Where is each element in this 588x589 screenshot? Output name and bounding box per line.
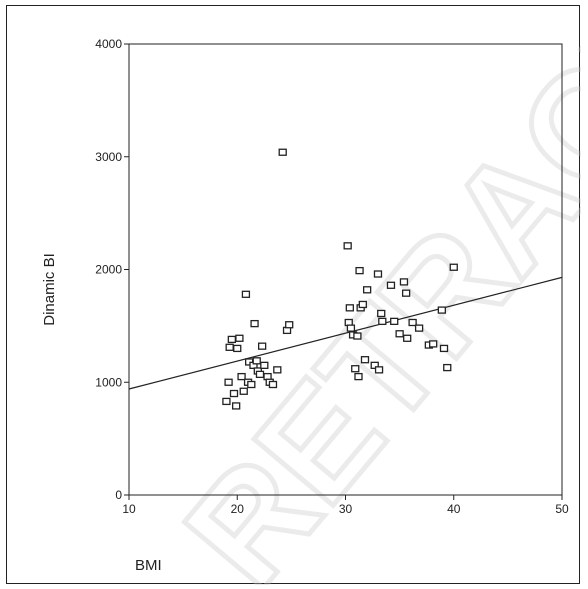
data-point [374, 366, 384, 374]
data-point [268, 380, 278, 389]
data-point [224, 378, 233, 386]
data-point [429, 340, 438, 348]
data-point [233, 344, 242, 353]
data-point [351, 365, 360, 373]
data-point [408, 318, 417, 327]
data-point [373, 270, 383, 278]
data-point [390, 317, 399, 326]
data-point [237, 372, 246, 381]
x-tick-label: 30 [339, 502, 353, 516]
chart-frame: RETRACTED 0 1000 2000 3000 4000 10 20 30 40 50 Di… [6, 5, 581, 585]
data-point [358, 300, 367, 309]
data-point [353, 332, 362, 340]
data-point [439, 344, 449, 353]
ticks: 0 1000 2000 3000 4000 10 20 30 40 50 [95, 37, 569, 516]
data-point [250, 319, 259, 328]
data-point [346, 324, 356, 332]
data-point [443, 363, 452, 372]
data-point [354, 372, 363, 381]
data-point [235, 334, 244, 342]
data-point [232, 402, 241, 410]
x-tick-label: 10 [122, 502, 136, 516]
y-tick-label: 3000 [95, 150, 122, 164]
data-point [370, 361, 379, 369]
data-point [285, 321, 294, 329]
x-tick-label: 40 [447, 502, 461, 516]
data-point [252, 357, 261, 365]
data-point [414, 324, 424, 332]
points-group [222, 148, 458, 410]
data-point [362, 286, 372, 294]
data-point [401, 289, 411, 297]
data-point [403, 334, 412, 342]
data-point [255, 370, 265, 379]
data-point [355, 266, 364, 275]
data-point [239, 387, 248, 395]
data-point [278, 148, 287, 156]
data-point [273, 366, 282, 374]
data-point [377, 309, 386, 318]
data-point [227, 335, 236, 344]
data-point [378, 317, 387, 326]
y-tick-label: 2000 [95, 263, 122, 277]
data-point [360, 356, 370, 364]
regression-line-group [128, 276, 563, 390]
x-axis-label: BMI [135, 557, 162, 574]
data-point [260, 361, 269, 369]
x-tick-label: 50 [555, 502, 569, 516]
data-point [386, 281, 396, 289]
scatter-chart: RETRACTED 0 1000 2000 3000 4000 10 20 30 40 50 Di… [41, 6, 581, 585]
x-tick-label: 20 [231, 502, 245, 516]
data-point [222, 397, 231, 406]
data-point [395, 330, 404, 338]
data-point [345, 304, 354, 312]
y-tick-label: 1000 [95, 375, 122, 389]
data-point [225, 343, 234, 351]
data-point [257, 342, 267, 350]
data-point [241, 290, 251, 298]
y-tick-label: 4000 [95, 37, 122, 51]
data-point [247, 380, 256, 389]
data-point [449, 263, 458, 271]
retracted-watermark: RETRACTED [153, 6, 581, 585]
regression-line [128, 276, 563, 390]
data-point [229, 389, 239, 398]
y-axis-label: Dinamic BI [41, 253, 58, 326]
data-point [399, 278, 409, 286]
y-tick-label: 0 [115, 488, 122, 502]
data-point [437, 306, 446, 314]
data-point [343, 242, 352, 250]
